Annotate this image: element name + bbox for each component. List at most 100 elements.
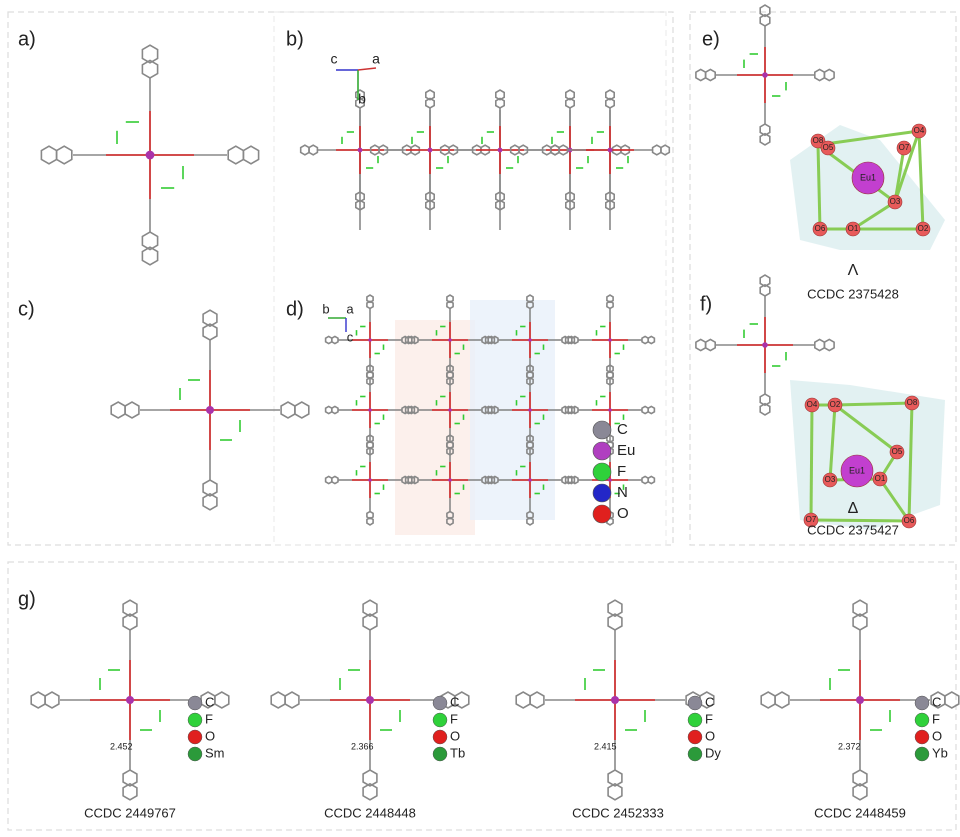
ring [759, 402, 771, 416]
ring [944, 691, 960, 709]
ring [122, 613, 138, 631]
bond [907, 402, 914, 522]
legend-swatch [592, 420, 612, 440]
ring [446, 434, 454, 444]
ring [759, 123, 771, 137]
ring [30, 691, 46, 709]
label: Eu1 [849, 465, 865, 475]
atom [845, 221, 861, 237]
metal-atom [357, 147, 363, 153]
ring [564, 199, 576, 211]
label: d) [286, 298, 304, 320]
atom [822, 472, 838, 488]
label: e) [702, 28, 720, 50]
ring [515, 691, 531, 709]
legend-swatch [914, 712, 930, 728]
ring [366, 440, 374, 450]
ring [564, 97, 576, 109]
ring [487, 405, 496, 415]
label: C [205, 694, 214, 709]
ring [44, 691, 60, 709]
ring [487, 335, 496, 345]
legend-swatch [687, 729, 703, 745]
ring [354, 191, 366, 203]
label: b [358, 91, 366, 107]
bond [809, 404, 814, 521]
metal-atom [145, 150, 155, 160]
label: CCDC 2448448 [324, 805, 416, 820]
ring [647, 405, 656, 415]
ring [407, 405, 416, 415]
ring [362, 599, 378, 618]
bond [852, 200, 896, 231]
ring [494, 191, 506, 203]
label: Tb [450, 745, 465, 760]
label: O6 [815, 224, 826, 233]
ring [567, 475, 576, 485]
legend-swatch [592, 462, 612, 482]
label: CCDC 2449767 [84, 805, 176, 820]
ring [526, 364, 534, 374]
metal-atom [528, 338, 532, 342]
ring [202, 323, 218, 341]
ring [366, 370, 374, 380]
label: O1 [848, 224, 859, 233]
atom [904, 395, 920, 411]
label: O5 [892, 447, 903, 456]
ring [526, 294, 534, 304]
ring [695, 338, 707, 352]
label: CCDC 2375427 [807, 522, 899, 537]
ring [480, 144, 491, 156]
ring [604, 97, 616, 109]
bond [893, 130, 921, 203]
ring [494, 97, 506, 109]
label: 2.372 [838, 741, 861, 751]
ring [404, 475, 413, 485]
label: O4 [807, 400, 818, 409]
metal-atom [608, 338, 612, 342]
ring [330, 335, 339, 345]
metal-atom [368, 338, 372, 342]
metal-atom [366, 696, 374, 704]
ring [354, 199, 366, 211]
ring [324, 405, 333, 415]
ring [620, 144, 631, 156]
ring [526, 516, 534, 526]
ring [354, 97, 366, 109]
ring [564, 475, 573, 485]
ring [526, 300, 534, 310]
label: Eu1 [860, 172, 876, 182]
ring [446, 364, 454, 374]
panel-box-ef [689, 11, 957, 546]
ring [122, 599, 138, 618]
ring [704, 338, 717, 352]
label: CCDC 2448459 [814, 805, 906, 820]
ring [202, 309, 218, 328]
ring [567, 335, 576, 345]
bond [810, 518, 910, 523]
legend-swatch [432, 729, 448, 745]
ring [564, 191, 576, 203]
ring [424, 89, 436, 101]
bond [828, 404, 837, 481]
legend-swatch [687, 712, 703, 728]
polyhedron-face [790, 380, 945, 530]
atom [820, 140, 836, 156]
label: F [705, 711, 713, 726]
label: Eu [617, 442, 635, 459]
label: O [205, 728, 215, 743]
ring [439, 144, 450, 156]
ring [526, 434, 534, 444]
panel-box-inner [273, 11, 667, 546]
ring [813, 338, 826, 352]
metal-atom [762, 72, 768, 78]
ring [604, 89, 616, 101]
ring [55, 145, 73, 165]
ring [122, 782, 138, 801]
ring [324, 335, 333, 345]
legend-swatch [187, 729, 203, 745]
ring [660, 144, 671, 156]
metal-atom [368, 408, 372, 412]
ring [604, 191, 616, 203]
atom [812, 221, 828, 237]
